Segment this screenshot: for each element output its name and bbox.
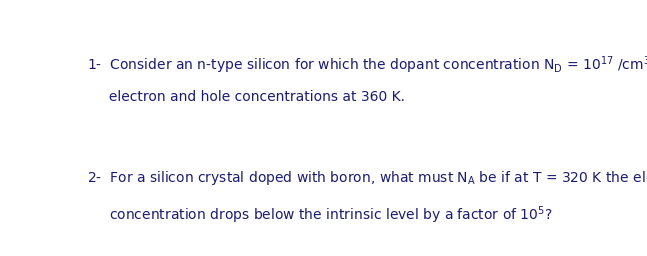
Text: 2-  For a silicon crystal doped with boron, what must $\mathrm{N_A}$ be if at T : 2- For a silicon crystal doped with boro…: [87, 169, 647, 187]
Text: concentration drops below the intrinsic level by a factor of $10^5$?: concentration drops below the intrinsic …: [87, 204, 553, 226]
Text: 1-  Consider an n-type silicon for which the dopant concentration $\mathrm{N_D}$: 1- Consider an n-type silicon for which …: [87, 54, 647, 76]
Text: electron and hole concentrations at 360 K.: electron and hole concentrations at 360 …: [87, 90, 405, 104]
